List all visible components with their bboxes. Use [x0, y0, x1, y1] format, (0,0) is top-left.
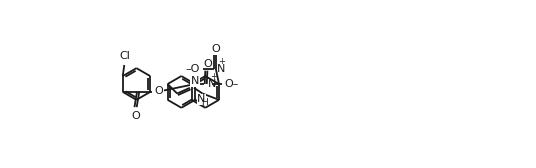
Text: N: N	[197, 94, 206, 104]
Text: –O: –O	[185, 64, 200, 74]
Text: +: +	[218, 57, 225, 66]
Text: O: O	[154, 86, 163, 96]
Text: N: N	[191, 76, 199, 86]
Text: H: H	[202, 98, 208, 107]
Text: N: N	[217, 64, 226, 74]
Text: O: O	[211, 44, 220, 54]
Text: O–: O–	[224, 79, 239, 89]
Text: N: N	[208, 79, 217, 89]
Text: O: O	[131, 111, 140, 121]
Text: Cl: Cl	[120, 51, 130, 61]
Text: O: O	[203, 59, 212, 69]
Text: +: +	[210, 72, 217, 81]
